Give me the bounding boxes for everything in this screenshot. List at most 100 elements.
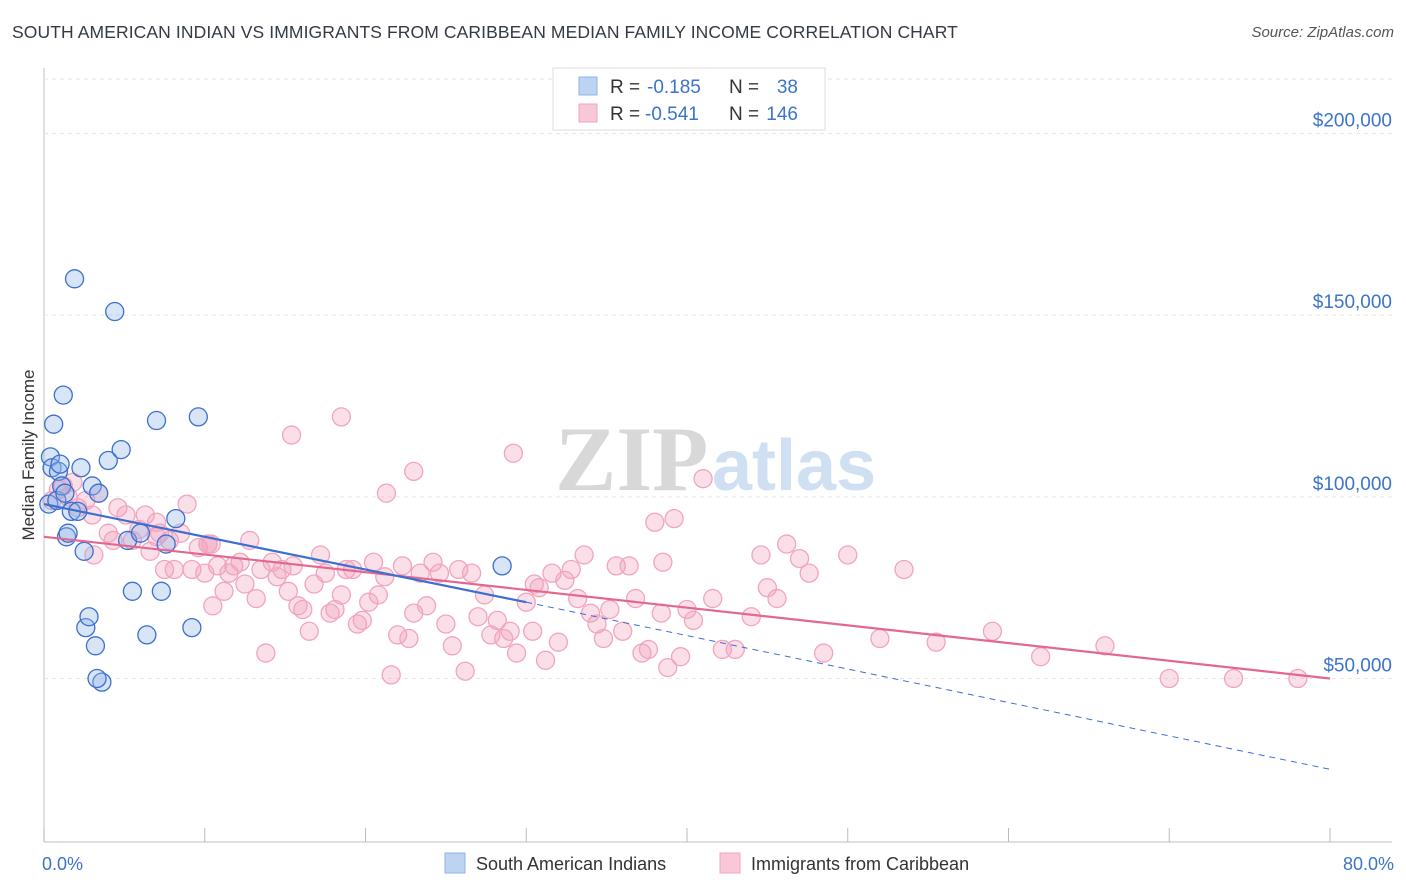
legend-r-label-1: R = [610,77,640,98]
caribbean-point-92 [574,545,594,565]
caribbean-point-115 [751,545,771,565]
y-axis-label: Median Family Income [19,369,38,540]
y-tick-label-200000: $200,000 [1313,111,1392,132]
caribbean-point-93 [580,603,601,623]
caribbean-point-79 [487,610,507,631]
caribbean-point-95 [593,628,614,649]
caribbean-point-120 [799,563,819,583]
south-american-indian-point-11 [58,523,78,543]
south-american-indian-point-3 [43,414,64,434]
caribbean-point-138 [653,552,673,572]
caribbean-point-37 [246,588,266,609]
watermark-zip: ZIP [555,408,708,510]
south-american-indian-point-31 [151,581,171,601]
caribbean-point-88 [548,632,569,652]
caribbean-point-57 [352,610,372,631]
caribbean-point-43 [278,581,298,601]
series-legend: South American Indians Immigrants from C… [444,852,969,874]
x-tick-label-min: 0.0% [42,854,83,874]
south-american-indian-point-34 [182,617,202,638]
caribbean-point-74 [455,661,475,681]
chart-title: SOUTH AMERICAN INDIAN VS IMMIGRANTS FROM… [12,22,958,42]
caribbean-point-126 [982,621,1003,641]
bottom-legend-swatch-blue [444,852,466,874]
caribbean-point-103 [645,512,665,532]
legend-r-value-1: -0.185 [647,77,701,98]
caribbean-point-24 [177,494,197,514]
caribbean-point-12 [108,498,128,518]
caribbean-point-116 [757,578,778,598]
south-american-indian-point-35 [188,407,208,427]
caribbean-point-127 [1031,647,1051,667]
series-immigrants-caribbean [42,407,1308,689]
caribbean-point-91 [568,588,588,609]
caribbean-point-104 [651,603,671,623]
legend-swatch-blue [578,76,598,96]
caribbean-point-100 [625,588,646,609]
south-american-indian-point-8 [53,385,73,405]
south-american-indian-point-18 [79,607,99,627]
bottom-legend-label-blue: South American Indians [476,854,666,874]
caribbean-point-121 [813,643,834,663]
south-american-indian-point-32 [156,534,176,554]
south-american-indian-point-21 [89,483,109,503]
caribbean-point-110 [693,469,713,489]
caribbean-point-137 [376,483,397,503]
caribbean-point-65 [399,628,419,649]
caribbean-point-141 [524,574,544,594]
trend-pink [43,535,1331,680]
caribbean-point-21 [159,530,180,551]
caribbean-point-117 [767,588,787,609]
caribbean-point-29 [203,596,223,616]
caribbean-point-96 [600,599,620,620]
caribbean-point-89 [555,570,575,591]
series-south-american-indians [39,269,512,692]
caribbean-point-118 [777,534,797,554]
caribbean-point-106 [664,508,684,529]
legend-n-value-1: 38 [777,77,798,98]
correlation-legend: R = -0.185 N = 38 R = -0.541 N = 146 [552,67,826,131]
caribbean-point-136 [503,443,524,463]
watermark-atlas: atlas [712,426,876,506]
caribbean-point-71 [436,614,456,634]
south-american-indian-point-29 [137,625,157,645]
caribbean-point-70 [429,563,450,583]
caribbean-point-99 [619,556,639,576]
trend-lines [43,503,1331,770]
legend-box [552,67,826,131]
caribbean-point-123 [870,628,890,649]
legend-swatch-pink [578,103,598,123]
caribbean-point-98 [613,621,633,641]
caribbean-point-76 [468,607,488,627]
caribbean-point-14 [122,530,143,551]
caribbean-point-86 [535,650,556,670]
caribbean-point-60 [368,585,389,605]
caribbean-point-114 [741,607,761,627]
south-american-indian-point-30 [146,410,167,431]
legend-r-value-2: -0.541 [645,104,699,125]
caribbean-point-34 [230,552,250,572]
caribbean-point-72 [442,636,462,656]
caribbean-point-62 [381,665,401,685]
caribbean-point-129 [1159,668,1179,689]
legend-n-label-2: N = [729,104,759,125]
caribbean-point-139 [198,534,218,554]
caribbean-point-39 [256,643,276,663]
caribbean-point-124 [894,559,914,580]
trend-blue [43,503,527,604]
caribbean-point-68 [416,596,437,616]
y-tick-label-150000: $150,000 [1313,292,1392,313]
caribbean-point-107 [670,647,691,667]
caribbean-point-35 [235,574,255,594]
y-tick-label-50000: $50,000 [1323,656,1392,677]
caribbean-point-69 [423,552,443,572]
caribbean-point-63 [387,625,408,645]
caribbean-point-111 [703,588,723,609]
caribbean-point-4 [63,472,83,492]
y-tick-label-100000: $100,000 [1313,474,1392,495]
caribbean-point-125 [926,632,946,652]
caribbean-point-75 [461,563,482,583]
south-american-indian-point-33 [166,508,186,529]
south-american-indian-point-25 [111,439,131,460]
